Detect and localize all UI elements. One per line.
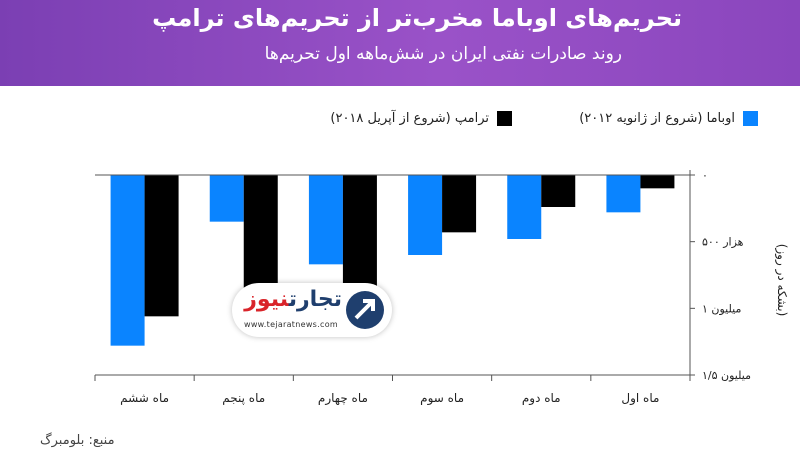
y-tick-label-1: ۵۰۰ هزار xyxy=(702,236,744,249)
legend-label-obama: اوباما (شروع از ژانویه ۲۰۱۲) xyxy=(579,110,735,126)
x-tick-label-5: ماه پنجم xyxy=(222,391,265,405)
bar-trump-4 xyxy=(342,175,377,287)
logo-wordmark: تجارتنیوز xyxy=(244,287,342,312)
x-tick-label-2: ماه دوم xyxy=(522,391,561,406)
x-tick-label-3: ماه سوم xyxy=(420,391,464,406)
logo-text-1: تجارت xyxy=(288,287,342,312)
source-note: منبع: بلومبرگ xyxy=(40,433,115,448)
chart-title: تحریم‌های اوباما مخرب‌تر از تحریم‌های تر… xyxy=(152,4,682,32)
bar-trump-6 xyxy=(144,175,179,317)
header-banner: تحریم‌های اوباما مخرب‌تر از تحریم‌های تر… xyxy=(0,0,800,86)
logo-url: www.tejaratnews.com xyxy=(244,320,338,329)
legend-swatch-trump xyxy=(497,110,512,126)
x-tick-label-6: ماه ششم xyxy=(120,391,169,405)
x-tick-label-1: ماه اول xyxy=(621,391,659,406)
legend-swatch-obama xyxy=(743,110,758,126)
legend-label-trump: ترامپ (شروع از آپریل ۲۰۱۸) xyxy=(330,110,489,126)
y-tick-label-0: ۰ xyxy=(702,169,708,182)
bar-trump-1 xyxy=(640,175,675,189)
x-tick-label-4: ماه چهارم xyxy=(318,391,368,406)
y-tick-label-3: ۱/۵ میلیون xyxy=(702,369,751,382)
logo-emblem-icon xyxy=(346,291,384,329)
chart-subtitle: روند صادرات نفتی ایران در شش‌ماهه اول تح… xyxy=(264,44,622,64)
bar-obama-2 xyxy=(507,175,542,239)
bar-trump-3 xyxy=(442,175,477,233)
legend-item-trump: ترامپ (شروع از آپریل ۲۰۱۸) xyxy=(330,108,512,128)
y-axis-label: (بشکه در روز) xyxy=(774,244,789,317)
y-tick-label-2: ۱ میلیون xyxy=(702,302,741,315)
bar-obama-4 xyxy=(308,175,343,265)
bar-obama-6 xyxy=(110,175,145,346)
logo-text-2: نیوز xyxy=(244,287,289,312)
bar-obama-5 xyxy=(209,175,244,222)
bar-obama-3 xyxy=(408,175,443,255)
legend-item-obama: اوباما (شروع از ژانویه ۲۰۱۲) xyxy=(579,108,758,128)
bar-trump-2 xyxy=(541,175,576,207)
bar-obama-1 xyxy=(606,175,641,213)
tejaratnews-logo: تجارتنیوز www.tejaratnews.com xyxy=(232,283,392,337)
